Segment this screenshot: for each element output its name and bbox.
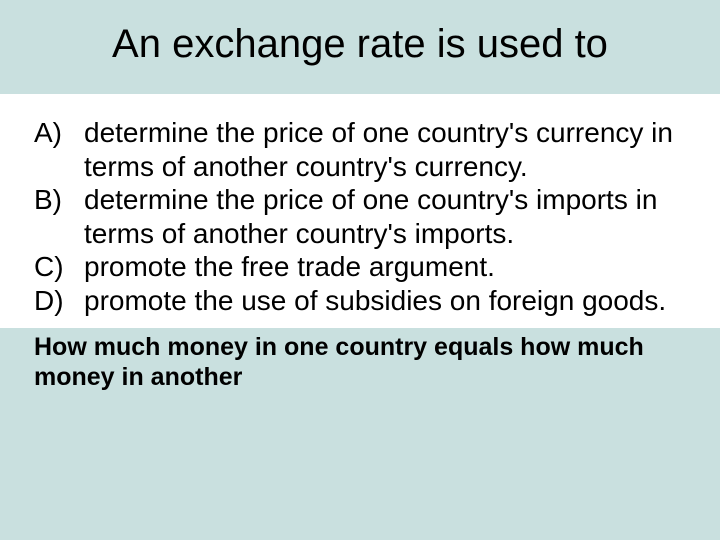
option-text: determine the price of one country's cur… — [84, 116, 686, 183]
option-letter: C) — [34, 250, 84, 284]
option-letter: D) — [34, 284, 84, 318]
option-text: promote the use of subsidies on foreign … — [84, 284, 686, 318]
option-text: determine the price of one country's imp… — [84, 183, 686, 250]
option-item-b: B) determine the price of one country's … — [34, 183, 686, 250]
options-region: A) determine the price of one country's … — [0, 94, 720, 328]
option-item-d: D) promote the use of subsidies on forei… — [34, 284, 686, 318]
slide-title: An exchange rate is used to — [40, 22, 680, 66]
footer-region: How much money in one country equals how… — [0, 328, 720, 402]
title-region: An exchange rate is used to — [0, 0, 720, 94]
option-letter: A) — [34, 116, 84, 150]
option-list: A) determine the price of one country's … — [34, 116, 686, 318]
option-item-a: A) determine the price of one country's … — [34, 116, 686, 183]
option-text: promote the free trade argument. — [84, 250, 686, 284]
option-item-c: C) promote the free trade argument. — [34, 250, 686, 284]
option-letter: B) — [34, 183, 84, 217]
footer-note: How much money in one country equals how… — [34, 332, 686, 392]
